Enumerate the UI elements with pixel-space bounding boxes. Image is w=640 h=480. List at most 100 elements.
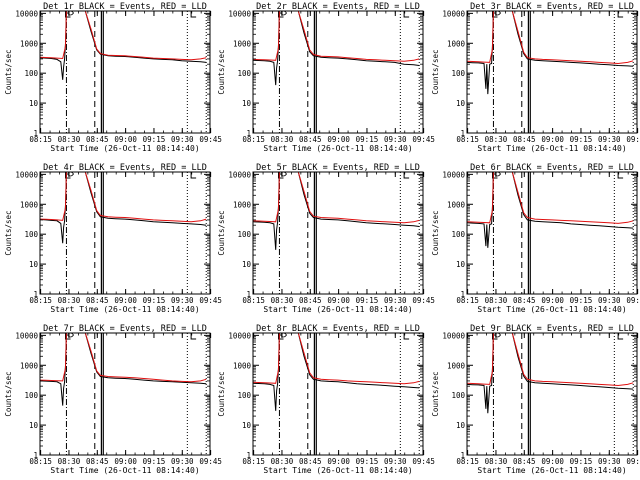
x-tick-label: 08:30 xyxy=(58,135,81,144)
x-tick-label: 09:45 xyxy=(626,457,640,466)
x-tick-label: 08:15 xyxy=(29,135,52,144)
x-tick-label: 08:15 xyxy=(456,457,479,466)
y-tick-label: 1000 xyxy=(447,39,466,48)
y-axis-label: Counts/sec xyxy=(4,371,13,416)
x-axis-label: Start Time (26-Oct-11 08:14:40) xyxy=(263,466,412,475)
x-tick-label: 09:45 xyxy=(199,296,222,305)
bracket-right-mark xyxy=(617,11,624,18)
plot-frame xyxy=(39,171,211,295)
x-tick-label: 08:15 xyxy=(456,135,479,144)
y-tick-label: 100 xyxy=(237,69,251,78)
bracket-left-mark xyxy=(278,11,284,18)
panel-det-4: 1 10 100 1000 10000 08:15 08:30 08:45 09:00 09:15… xyxy=(4,163,222,314)
x-tick-label: 08:15 xyxy=(242,457,265,466)
x-tick-label: 08:15 xyxy=(29,296,52,305)
series-events-line xyxy=(467,172,634,248)
x-tick-label: 09:30 xyxy=(384,296,407,305)
bracket-left-mark xyxy=(65,11,71,18)
x-tick-label: 08:15 xyxy=(242,296,265,305)
y-tick-label: 10 xyxy=(29,99,39,108)
y-axis-label: Counts/sec xyxy=(431,49,440,94)
bracket-left-mark xyxy=(65,172,71,179)
y-tick-label: 1 xyxy=(33,129,38,138)
y-tick-label: 100 xyxy=(24,69,38,78)
x-tick-label: 08:15 xyxy=(29,457,52,466)
x-tick-label: 09:30 xyxy=(598,135,621,144)
x-tick-label: 09:30 xyxy=(598,457,621,466)
series-lld-line xyxy=(40,333,207,383)
panel-det-5: 1 10 100 1000 10000 08:15 08:30 08:45 09:00 09:15… xyxy=(217,163,435,314)
y-tick-label: 100 xyxy=(24,391,38,400)
plot-frame xyxy=(252,171,424,295)
y-tick-label: 10 xyxy=(456,99,466,108)
bracket-left-mark xyxy=(278,333,284,340)
x-tick-label: 09:15 xyxy=(356,135,379,144)
x-tick-label: 08:45 xyxy=(299,135,322,144)
bracket-right-mark xyxy=(617,333,624,340)
x-tick-label: 09:15 xyxy=(570,296,593,305)
plot-frame xyxy=(466,332,638,456)
series-events-line xyxy=(467,11,634,95)
x-axis-label: Start Time (26-Oct-11 08:14:40) xyxy=(50,144,199,153)
bracket-right-mark xyxy=(403,11,410,18)
y-tick-label: 1000 xyxy=(20,39,39,48)
y-tick-label: 1 xyxy=(246,451,251,460)
x-tick-label: 09:45 xyxy=(412,135,435,144)
x-tick-label: 08:45 xyxy=(86,296,109,305)
y-tick-label: 10000 xyxy=(442,9,465,18)
y-tick-label: 1000 xyxy=(233,200,252,209)
panel-title: Det 4r BLACK = Events, RED = LLD xyxy=(43,163,207,173)
panel-title: Det 8r BLACK = Events, RED = LLD xyxy=(256,324,420,334)
y-tick-label: 10000 xyxy=(15,170,38,179)
y-tick-label: 1000 xyxy=(20,361,39,370)
y-tick-label: 10 xyxy=(456,260,466,269)
x-tick-label: 09:15 xyxy=(570,457,593,466)
panel-det-3: 1 10 100 1000 10000 08:15 08:30 08:45 09:00 09:15… xyxy=(431,2,640,153)
y-tick-label: 1 xyxy=(33,290,38,299)
y-tick-label: 1000 xyxy=(233,39,252,48)
y-tick-label: 10000 xyxy=(442,170,465,179)
series-events-line xyxy=(40,172,207,244)
bracket-right-mark xyxy=(403,172,410,179)
bracket-left-mark xyxy=(492,172,498,179)
x-axis-label: Start Time (26-Oct-11 08:14:40) xyxy=(263,305,412,314)
x-tick-label: 09:45 xyxy=(626,135,640,144)
panel-title: Det 3r BLACK = Events, RED = LLD xyxy=(470,2,634,12)
bracket-left-mark xyxy=(492,333,498,340)
plot-frame xyxy=(252,10,424,134)
x-tick-label: 08:15 xyxy=(456,296,479,305)
y-tick-label: 100 xyxy=(237,230,251,239)
y-tick-label: 1 xyxy=(246,129,251,138)
panel-title: Det 5r BLACK = Events, RED = LLD xyxy=(256,163,420,173)
x-tick-label: 09:00 xyxy=(541,296,564,305)
x-tick-label: 09:00 xyxy=(114,135,137,144)
y-tick-label: 1 xyxy=(460,129,465,138)
y-tick-label: 100 xyxy=(451,230,465,239)
x-tick-label: 09:45 xyxy=(412,457,435,466)
x-axis-label: Start Time (26-Oct-11 08:14:40) xyxy=(477,305,626,314)
x-tick-label: 09:30 xyxy=(384,135,407,144)
y-tick-label: 1 xyxy=(460,451,465,460)
y-tick-label: 10000 xyxy=(15,9,38,18)
y-axis-label: Counts/sec xyxy=(4,210,13,255)
x-tick-label: 09:15 xyxy=(356,296,379,305)
panel-det-2: 1 10 100 1000 10000 08:15 08:30 08:45 09:00 09:15… xyxy=(217,2,435,153)
x-tick-label: 09:00 xyxy=(327,296,350,305)
x-tick-label: 08:45 xyxy=(513,296,536,305)
y-axis-label: Counts/sec xyxy=(431,210,440,255)
y-tick-label: 10 xyxy=(242,99,252,108)
x-tick-label: 09:45 xyxy=(626,296,640,305)
y-tick-label: 10 xyxy=(456,421,466,430)
bracket-right-mark xyxy=(190,172,197,179)
series-lld-line xyxy=(253,172,420,224)
series-lld-line xyxy=(40,11,207,61)
bracket-left-mark xyxy=(65,333,71,340)
plot-frame xyxy=(466,171,638,295)
series-lld-line xyxy=(467,11,634,65)
y-tick-label: 100 xyxy=(451,69,465,78)
y-tick-label: 1000 xyxy=(447,200,466,209)
x-tick-label: 09:00 xyxy=(541,457,564,466)
x-tick-label: 09:45 xyxy=(199,135,222,144)
x-tick-label: 09:00 xyxy=(327,135,350,144)
x-tick-label: 09:00 xyxy=(114,296,137,305)
